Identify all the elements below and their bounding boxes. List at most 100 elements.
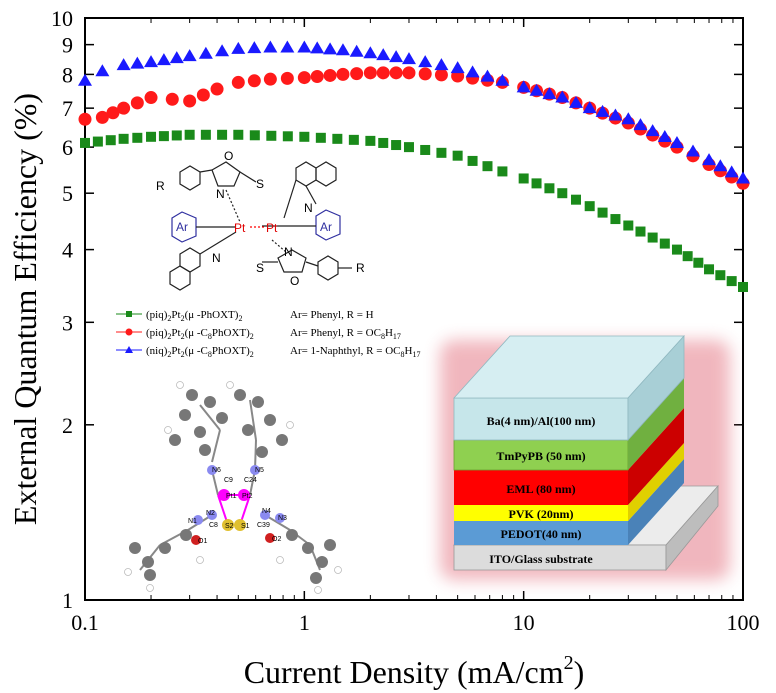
legend-ar-1: Ar= Phenyl, R = H xyxy=(290,309,374,321)
data-point xyxy=(233,129,244,140)
data-point xyxy=(610,214,621,225)
data-point xyxy=(555,90,570,103)
data-point xyxy=(95,110,109,124)
x-axis-title: Current Density (mA/cm2) xyxy=(244,652,585,690)
layer-label-cathode: Ba(4 nm)/Al(100 nm) xyxy=(487,414,596,428)
y-tick-label: 1 xyxy=(62,588,73,613)
data-point xyxy=(584,201,595,212)
data-point xyxy=(685,144,700,157)
data-point xyxy=(715,270,726,281)
ar-label-right: Ar xyxy=(320,220,332,234)
data-point xyxy=(266,130,277,141)
data-point xyxy=(297,71,311,85)
layer-pedot xyxy=(454,521,628,545)
data-point xyxy=(531,178,542,189)
data-point xyxy=(724,165,739,178)
atom-label: N2 xyxy=(206,510,215,517)
data-point xyxy=(434,58,449,71)
atom-label: S1 xyxy=(241,523,250,530)
data-point xyxy=(146,131,157,142)
data-point xyxy=(497,166,508,177)
data-point xyxy=(184,129,195,140)
device-structure: Ba(4 nm)/Al(100 nm) TmPyPB (50 nm) EML (… xyxy=(440,334,730,580)
data-point xyxy=(117,101,131,115)
legend-label-3: (niq)2Pt2(μ -C8PhOXT)2 xyxy=(146,345,254,359)
data-point xyxy=(693,257,704,268)
data-point xyxy=(669,135,684,148)
y-tick-label: 8 xyxy=(62,62,73,87)
data-point xyxy=(247,74,261,88)
data-point xyxy=(182,49,197,62)
data-point xyxy=(348,134,359,145)
data-point xyxy=(310,41,325,54)
atom-label: N3 xyxy=(278,515,287,522)
legend-label-2: (piq)2Pt2(μ -C8PhOXT)2 xyxy=(146,327,254,341)
data-point xyxy=(482,161,493,172)
atom-label: N1 xyxy=(188,518,197,525)
layer-label-eml: EML (80 nm) xyxy=(506,482,575,496)
data-point xyxy=(403,142,414,153)
data-point xyxy=(659,238,670,249)
data-point xyxy=(529,83,544,96)
crystal-structure: N6 N5 C9 C24 Pt1 Pt2 N1 N2 N4 N3 C8 S2 S… xyxy=(124,381,342,594)
atom-label: Pt2 xyxy=(242,493,253,500)
layer-label-pvk: PVK (20nm) xyxy=(509,507,574,521)
y-tick-label: 9 xyxy=(62,33,73,58)
data-point xyxy=(682,251,693,262)
layer-label-ito: ITO/Glass substrate xyxy=(489,552,593,566)
data-point xyxy=(297,40,312,53)
data-point xyxy=(263,72,277,86)
data-point xyxy=(215,44,230,57)
data-point xyxy=(465,65,480,78)
legend-item-1: (piq)2Pt2(μ -PhOXT)2 Ar= Phenyl, R = H xyxy=(116,309,374,323)
data-point xyxy=(196,88,210,102)
data-point xyxy=(657,130,672,143)
data-point xyxy=(299,131,310,142)
data-point xyxy=(280,71,294,85)
x-tick-label: 100 xyxy=(727,610,760,635)
y-axis-title: External Quantum Efficiency (%) xyxy=(7,93,43,525)
data-point xyxy=(467,155,478,166)
y-tick-label: 5 xyxy=(62,181,73,206)
structure-labels: R O N S Pt Pt Ar Ar N N S N O R xyxy=(156,149,365,288)
pt-label-left: Pt xyxy=(234,221,246,235)
data-point xyxy=(702,153,717,166)
layer-label-pedot: PEDOT(40 nm) xyxy=(501,527,582,541)
data-point xyxy=(92,136,103,147)
data-point xyxy=(420,144,431,155)
y-tick-label: 2 xyxy=(62,413,73,438)
pt-label-right: Pt xyxy=(266,221,278,235)
data-point xyxy=(608,108,623,121)
data-point xyxy=(210,82,224,96)
legend-item-2: (piq)2Pt2(μ -C8PhOXT)2 Ar= Phenyl, R = O… xyxy=(116,327,401,341)
data-point xyxy=(310,70,324,84)
data-point xyxy=(378,137,389,148)
atom-label: C24 xyxy=(244,477,257,484)
layer-label-tmpypb: TmPyPB (50 nm) xyxy=(496,449,585,463)
data-point xyxy=(165,92,179,106)
data-point xyxy=(450,61,465,74)
data-point xyxy=(282,131,293,142)
data-point xyxy=(183,94,197,108)
atom-label: N4 xyxy=(262,508,271,515)
data-point xyxy=(78,73,92,86)
data-point xyxy=(595,104,610,117)
data-point xyxy=(671,244,682,255)
data-point xyxy=(418,55,433,68)
n-label-bottom: N xyxy=(284,245,293,259)
data-point xyxy=(436,147,447,158)
data-point xyxy=(144,91,158,105)
s-label-bottom: S xyxy=(256,261,264,275)
data-point xyxy=(231,41,246,54)
atom-label: C8 xyxy=(209,522,218,529)
atom-label: C9 xyxy=(224,477,233,484)
atom-label: N5 xyxy=(255,467,264,474)
data-point xyxy=(434,68,448,82)
data-point xyxy=(402,66,416,80)
data-point xyxy=(495,73,510,86)
data-point xyxy=(217,129,228,140)
data-point xyxy=(315,132,326,143)
data-point xyxy=(200,129,211,140)
data-point xyxy=(376,48,391,61)
data-point xyxy=(391,140,402,151)
